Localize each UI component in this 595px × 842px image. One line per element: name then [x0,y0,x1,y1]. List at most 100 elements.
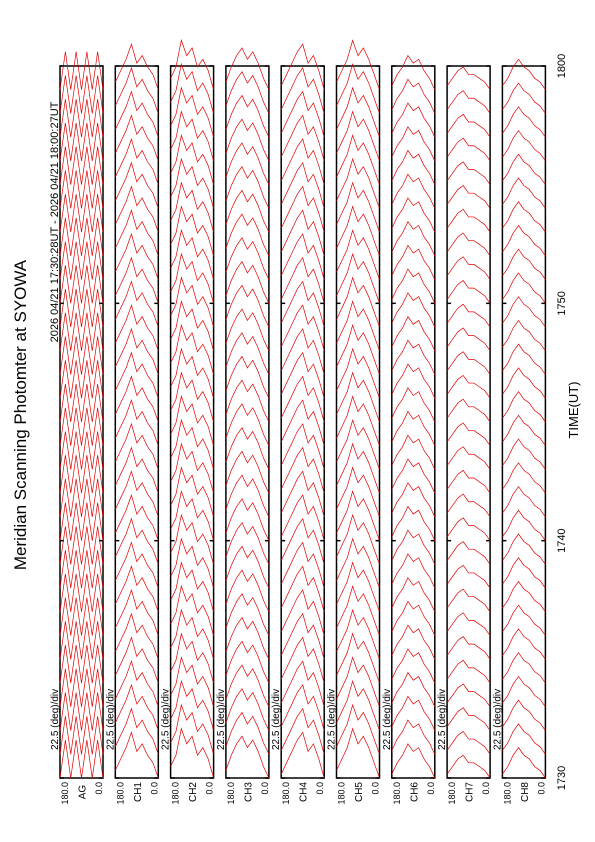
scan-trace [446,232,491,257]
scan-trace [336,466,380,518]
panel-frame [169,65,215,779]
scan-trace [391,482,436,518]
scan-trace [502,652,546,684]
scan-trace [280,541,325,589]
scan-trace [391,505,436,541]
scan-trace [59,217,104,256]
panel-frame [446,65,491,779]
scan-trace [446,683,491,708]
scan-trace [502,296,546,328]
scan-trace [114,470,159,518]
scan-trace [391,197,436,233]
scan-trace [170,323,214,375]
scan-trace [225,545,270,589]
y-tick-label: 0.0 [149,782,159,795]
y-tick-label: 180.0 [171,782,181,805]
scan-trace [170,252,214,304]
scan-trace [336,395,380,446]
scan-trace [225,47,270,90]
scan-trace [280,256,325,304]
scan-trace [114,541,159,589]
scan-trace [114,137,159,185]
scan-trace [114,90,159,138]
scan-trace [336,62,380,114]
scan-trace [114,185,159,233]
scan-trace [59,455,104,494]
x-tick-label: 1730 [556,766,568,790]
scan-trace [280,375,325,423]
scan-trace [391,173,436,209]
scan-trace [225,213,270,257]
scan-trace [502,391,546,423]
scan-trace [280,162,325,209]
y-tick-label: 0.0 [371,782,381,795]
scan-trace [446,90,491,114]
scan-trace [502,177,546,209]
scan-trace [114,232,159,280]
y-tick-label: 180.0 [447,782,457,805]
scan-trace [502,153,546,185]
scan-trace [446,469,491,494]
scan-trace [170,513,214,565]
scan-trace [336,252,380,304]
y-tick-label: 180.0 [337,782,347,805]
scan-trace [170,442,214,494]
scan-trace [502,272,546,304]
scan-trace [336,157,380,209]
panel-label: AG [78,785,89,800]
scan-trace [170,157,214,209]
scan-trace [446,564,491,589]
y-tick-label: 180.0 [392,782,402,805]
scan-trace [336,537,380,589]
y-tick-label: 0.0 [260,782,270,795]
scan-trace [446,66,491,90]
scan-trace [59,75,104,114]
scan-trace [59,478,104,517]
scan-trace [502,747,546,779]
scan-trace [280,660,325,707]
scan-trace [114,422,159,470]
scan-trace [114,304,159,351]
scan-trace [114,351,159,399]
scan-trace [502,580,546,613]
scan-trace [336,229,380,280]
scan-trace [59,597,104,636]
y-tick-label: 0.0 [481,782,491,795]
scan-trace [502,699,546,731]
scan-trace [446,588,491,613]
scan-trace [280,423,325,470]
scan-trace [280,328,325,375]
panel-label: CH7 [465,782,476,802]
scan-trace [280,209,325,256]
scan-trace [114,375,159,423]
scan-trace [280,612,325,660]
y-tick-label: 180.0 [281,782,291,805]
scan-trace [225,735,270,779]
y-tick-label: 180.0 [115,782,125,805]
scan-trace [280,707,325,755]
scan-trace [225,498,270,541]
scan-trace [502,201,546,233]
scan-trace [114,731,159,779]
scale-label: 22.5 (deg)/div [216,689,227,750]
scan-trace [502,604,546,636]
scan-trace [114,161,159,209]
scan-trace [391,78,436,114]
scan-trace [446,446,491,470]
scan-trace [391,220,436,257]
scan-trace [446,113,491,138]
scan-trace [391,54,436,90]
scan-trace [336,418,380,470]
scan-trace [59,407,104,446]
y-tick-label: 0.0 [536,782,546,795]
scale-label: 22.5 (deg)/div [271,689,282,750]
scan-trace [391,434,436,470]
scan-trace [502,224,546,257]
panel-label: CH3 [243,782,254,802]
scan-trace [391,719,436,755]
scan-trace [114,256,159,304]
scan-trace [391,268,436,304]
scan-trace [280,446,325,494]
scan-trace [170,608,214,660]
